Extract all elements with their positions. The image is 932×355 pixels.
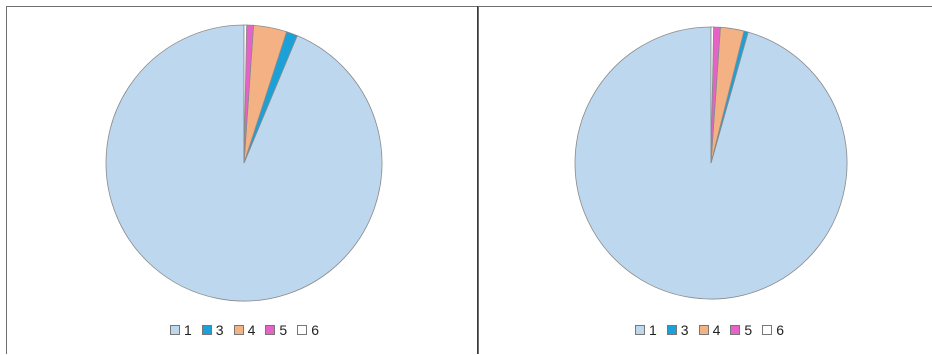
chart-panel-left: 1 3 4 5 6 (6, 6, 478, 354)
legend-label: 3 (680, 322, 689, 338)
legend-swatch (233, 325, 244, 335)
legend-item-1: 1 (170, 322, 192, 338)
legend-item-6: 6 (297, 322, 319, 338)
legend-item-5: 5 (730, 322, 752, 338)
legend-label: 5 (279, 322, 288, 338)
legend-label: 1 (649, 322, 657, 338)
legend-label: 3 (215, 322, 224, 338)
legend-item-4: 4 (698, 322, 721, 338)
legend-swatch (698, 325, 709, 335)
chart-panel-right: 1 3 4 5 6 (478, 6, 932, 354)
legend-label: 4 (247, 322, 256, 338)
legend-swatch (265, 325, 276, 335)
legend-label: 4 (712, 322, 721, 338)
legend-label: 1 (184, 322, 192, 338)
legend-label: 6 (311, 322, 319, 338)
legend-swatch (635, 325, 645, 335)
legend-swatch (170, 325, 180, 335)
pie-slice-6 (710, 26, 714, 164)
legend-item-1: 1 (635, 322, 657, 338)
legend-label: 6 (776, 322, 784, 338)
pie-chart-right (574, 26, 848, 300)
legend-item-6: 6 (762, 322, 784, 338)
legend-label: 5 (744, 322, 753, 338)
legend-swatch (297, 325, 308, 335)
legend-swatch (762, 325, 773, 335)
legend-item-5: 5 (265, 322, 287, 338)
legend-item-4: 4 (233, 322, 256, 338)
pie-chart-left (105, 24, 383, 302)
legend-item-3: 3 (666, 322, 689, 338)
legend-swatch (730, 325, 741, 335)
legend-item-3: 3 (201, 322, 224, 338)
legend-left: 1 3 4 5 6 (170, 322, 329, 338)
legend-right: 1 3 4 5 6 (635, 322, 794, 338)
pie-slice-6 (243, 24, 248, 164)
legend-swatch (666, 325, 677, 335)
legend-swatch (201, 325, 212, 335)
